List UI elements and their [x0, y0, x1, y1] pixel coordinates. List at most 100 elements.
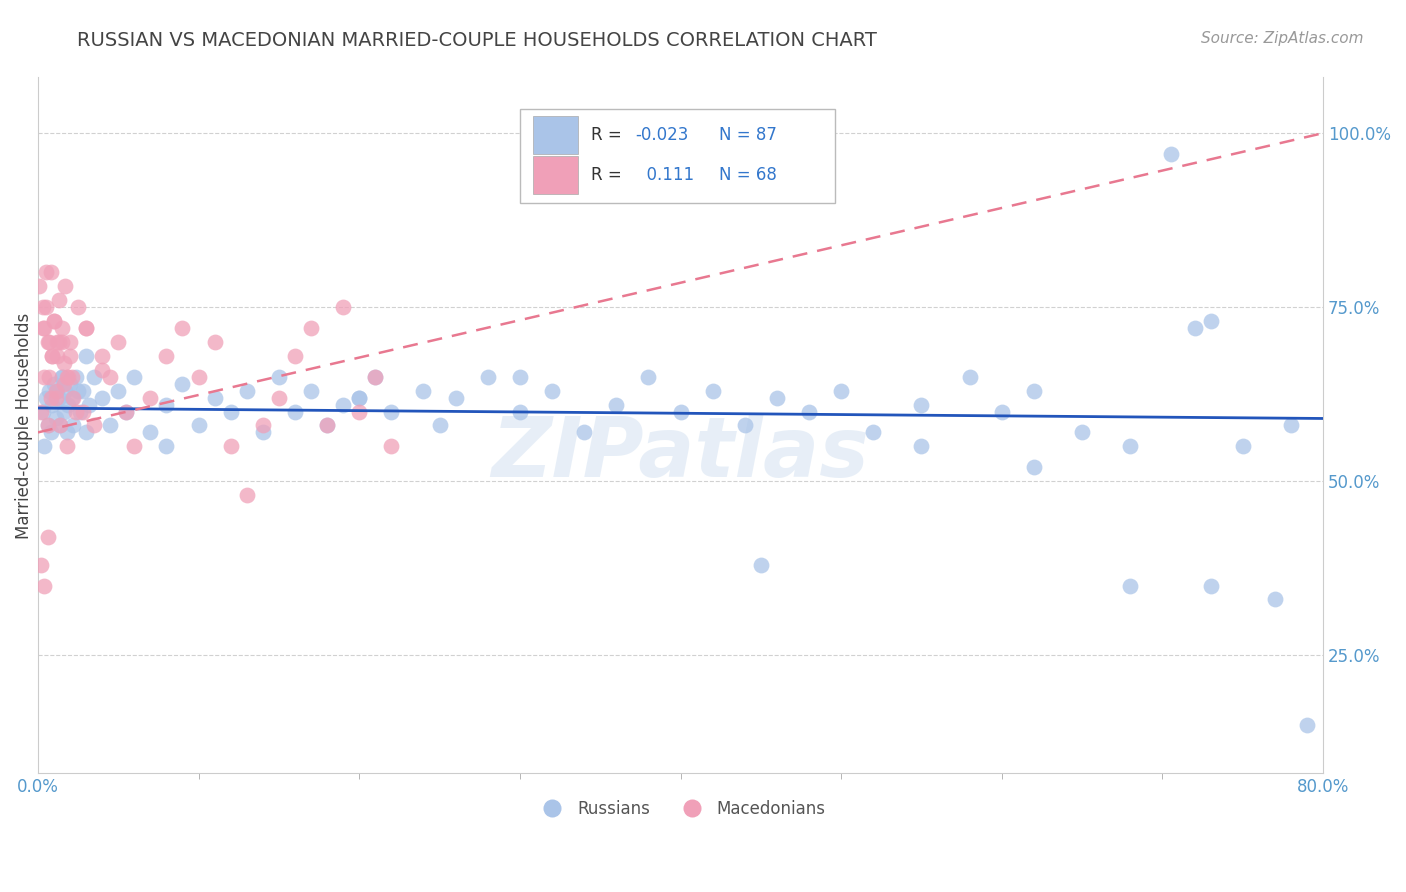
Point: [1119, 439, 1142, 453]
Point: [67, 384, 90, 398]
Text: ZIPatlas: ZIPatlas: [492, 413, 869, 494]
Point: [91, 349, 114, 363]
Point: [252, 425, 274, 440]
Point: [172, 376, 194, 391]
Point: [299, 321, 322, 335]
Point: [910, 439, 932, 453]
Point: [235, 488, 257, 502]
Point: [139, 425, 162, 440]
Point: [444, 391, 467, 405]
Point: [37, 418, 59, 433]
Point: [38, 334, 60, 349]
Point: [1279, 418, 1302, 433]
Bar: [533, 156, 578, 194]
Point: [75, 321, 97, 335]
Point: [98, 369, 121, 384]
Point: [51, 321, 73, 335]
Point: [28, 279, 51, 293]
Point: [48, 334, 70, 349]
Point: [749, 558, 772, 572]
Point: [49, 418, 72, 433]
Text: N = 87: N = 87: [718, 126, 778, 145]
Point: [59, 334, 82, 349]
Text: Source: ZipAtlas.com: Source: ZipAtlas.com: [1201, 31, 1364, 46]
Point: [34, 369, 56, 384]
Point: [541, 384, 564, 398]
Point: [83, 418, 105, 433]
Point: [124, 369, 146, 384]
Point: [380, 439, 402, 453]
Point: [58, 398, 80, 412]
Point: [75, 349, 97, 363]
Point: [98, 418, 121, 433]
Point: [59, 349, 82, 363]
Point: [1160, 147, 1182, 161]
Point: [862, 425, 884, 440]
Point: [48, 391, 70, 405]
Point: [187, 418, 209, 433]
Point: [91, 391, 114, 405]
Point: [62, 418, 84, 433]
Point: [51, 334, 73, 349]
Point: [56, 425, 79, 440]
Point: [52, 356, 75, 370]
Point: [39, 425, 62, 440]
Point: [38, 369, 60, 384]
Point: [75, 321, 97, 335]
Point: [267, 369, 290, 384]
Point: [39, 265, 62, 279]
Point: [83, 369, 105, 384]
Point: [669, 404, 692, 418]
Point: [107, 334, 129, 349]
Point: [155, 398, 177, 412]
Point: [53, 279, 76, 293]
Point: [35, 300, 58, 314]
Point: [65, 404, 87, 418]
Point: [172, 321, 194, 335]
Point: [509, 369, 531, 384]
Text: 0.111: 0.111: [636, 166, 693, 184]
Point: [34, 321, 56, 335]
Point: [252, 418, 274, 433]
Point: [235, 384, 257, 398]
Point: [910, 398, 932, 412]
Point: [30, 404, 52, 418]
Point: [67, 300, 90, 314]
Point: [734, 418, 756, 433]
Point: [69, 404, 91, 418]
Text: -0.023: -0.023: [636, 126, 689, 145]
Point: [637, 369, 659, 384]
Point: [1296, 717, 1319, 731]
Point: [124, 439, 146, 453]
Point: [412, 384, 434, 398]
FancyBboxPatch shape: [520, 109, 835, 202]
Point: [299, 384, 322, 398]
Point: [38, 384, 60, 398]
Point: [1184, 321, 1206, 335]
Point: [830, 384, 852, 398]
Point: [1199, 314, 1222, 328]
Point: [46, 384, 69, 398]
Point: [1232, 439, 1254, 453]
Point: [34, 439, 56, 453]
Point: [52, 376, 75, 391]
Point: [31, 321, 53, 335]
Point: [72, 384, 94, 398]
Point: [37, 530, 59, 544]
Point: [605, 398, 627, 412]
Point: [187, 369, 209, 384]
Text: R =: R =: [591, 166, 627, 184]
Point: [60, 369, 83, 384]
Point: [284, 404, 307, 418]
Point: [53, 384, 76, 398]
Point: [347, 391, 370, 405]
Point: [48, 293, 70, 307]
Point: [702, 384, 724, 398]
Point: [30, 558, 52, 572]
Point: [79, 398, 101, 412]
Point: [56, 439, 79, 453]
Point: [37, 334, 59, 349]
Point: [139, 391, 162, 405]
Point: [204, 391, 226, 405]
Point: [115, 404, 138, 418]
